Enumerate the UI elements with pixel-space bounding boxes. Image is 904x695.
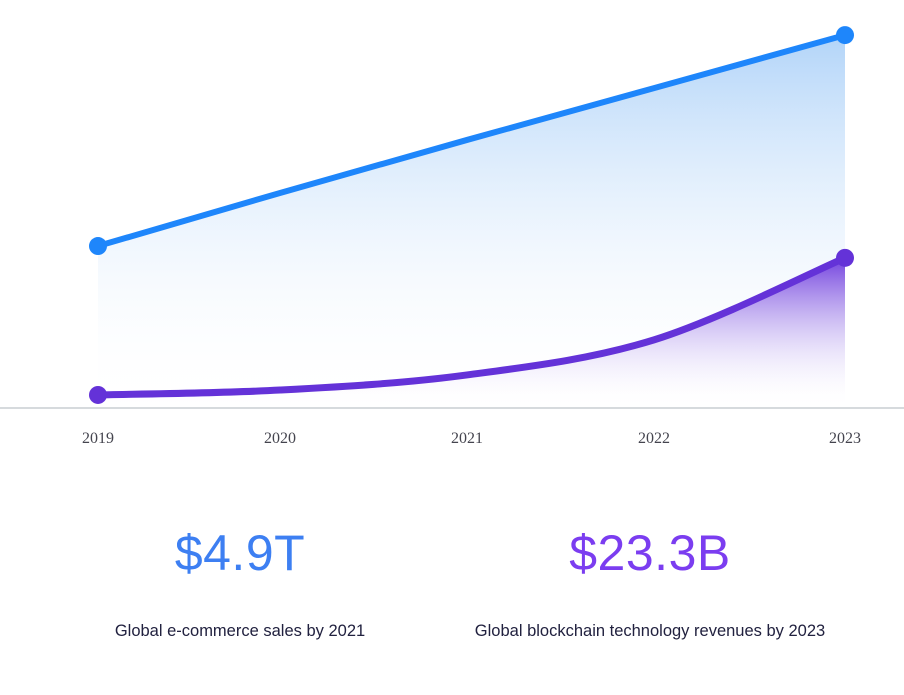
ecommerce-area [98,35,845,408]
x-axis-label: 2022 [638,430,670,447]
x-axis-labels: 2019 2020 2021 2022 2023 [0,410,904,460]
blockchain-line [94,254,849,399]
ecommerce-endpoint-dot [836,26,854,45]
growth-area-chart: 2019 2020 2021 2022 2023 [0,26,904,447]
stat-callouts: $4.9T Global e-commerce sales by 2021 $2… [0,528,904,688]
blockchain-endpoint-dot [89,385,107,404]
stat-ecommerce-value: $4.9T [174,525,306,581]
x-axis-label: 2023 [829,430,861,447]
ecommerce-endpoint-dot [89,237,107,256]
chart-canvas [0,26,904,409]
x-axis-label: 2020 [264,430,296,447]
x-axis-label: 2019 [82,430,114,447]
stat-blockchain-value: $23.3B [569,525,731,581]
stat-ecommerce: $4.9T Global e-commerce sales by 2021 [115,528,365,642]
x-axis-label: 2021 [451,430,483,447]
ecommerce-line [95,32,848,250]
blockchain-endpoint-dot [836,248,854,267]
stat-ecommerce-label: Global e-commerce sales by 2021 [114,622,366,640]
blockchain-area [98,257,845,408]
stat-blockchain: $23.3B Global blockchain technology reve… [475,528,825,642]
stat-blockchain-label: Global blockchain technology revenues by… [474,622,826,640]
